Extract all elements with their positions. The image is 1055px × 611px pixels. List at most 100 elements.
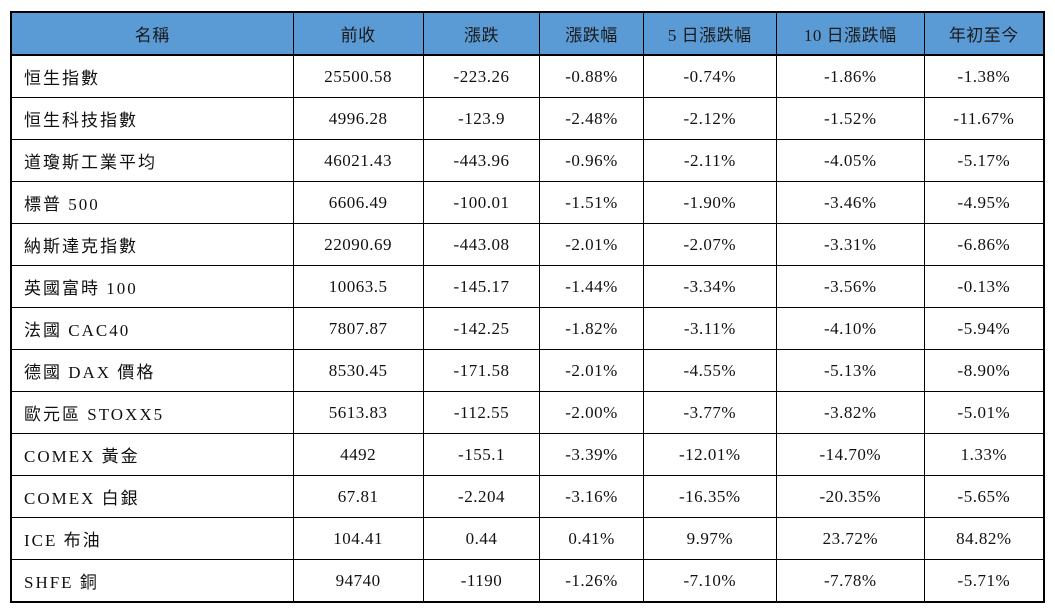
value-cell: -3.82% xyxy=(775,391,925,434)
table-row: 英國富時 100 10063.5 -145.17 -1.44% -3.34% -3.56%… xyxy=(10,265,1045,308)
value-cell: -16.35% xyxy=(642,475,777,518)
value-cell: -155.1 xyxy=(422,433,541,476)
column-header: 年初至今 xyxy=(923,11,1045,56)
value-cell: -1190 xyxy=(422,559,541,603)
column-header: 10 日漲跌幅 xyxy=(775,11,925,56)
value-cell: 84.82% xyxy=(923,517,1045,560)
value-cell: -0.88% xyxy=(539,54,644,98)
value-cell: -2.12% xyxy=(642,97,777,140)
value-cell: -11.67% xyxy=(923,97,1045,140)
value-cell: 0.44 xyxy=(422,517,541,560)
value-cell: 4996.28 xyxy=(292,97,424,140)
value-cell: -123.9 xyxy=(422,97,541,140)
value-cell: 10063.5 xyxy=(292,265,424,308)
value-cell: -2.11% xyxy=(642,139,777,182)
column-header: 漲跌幅 xyxy=(539,11,644,56)
instrument-name-cell: COMEX 白銀 xyxy=(10,475,294,518)
table-row: SHFE 銅 94740 -1190 -1.26% -7.10% -7.78% -5.71% xyxy=(10,559,1045,603)
column-header: 5 日漲跌幅 xyxy=(642,11,777,56)
table-row: 恒生指數 25500.58 -223.26 -0.88% -0.74% -1.86% -1.… xyxy=(10,54,1045,98)
value-cell: -2.00% xyxy=(539,391,644,434)
table-row: ICE 布油 104.41 0.44 0.41% 9.97% 23.72% 84.82% xyxy=(10,517,1045,560)
value-cell: -443.08 xyxy=(422,223,541,266)
instrument-name-cell: 英國富時 100 xyxy=(10,265,294,308)
value-cell: -2.01% xyxy=(539,349,644,392)
value-cell: -5.71% xyxy=(923,559,1045,603)
column-header: 名稱 xyxy=(10,11,294,56)
value-cell: -443.96 xyxy=(422,139,541,182)
value-cell: -0.96% xyxy=(539,139,644,182)
value-cell: -3.46% xyxy=(775,181,925,224)
header-row: 名稱 前收 漲跌 漲跌幅 5 日漲跌幅 10 日漲跌幅 年初至今 xyxy=(10,11,1045,56)
value-cell: -4.10% xyxy=(775,307,925,350)
value-cell: -7.78% xyxy=(775,559,925,603)
value-cell: 67.81 xyxy=(292,475,424,518)
value-cell: 8530.45 xyxy=(292,349,424,392)
table-row: COMEX 黃金 4492 -155.1 -3.39% -12.01% -14.70% 1.… xyxy=(10,433,1045,476)
table-row: 納斯達克指數 22090.69 -443.08 -2.01% -2.07% -3.31% -… xyxy=(10,223,1045,266)
value-cell: -100.01 xyxy=(422,181,541,224)
value-cell: 23.72% xyxy=(775,517,925,560)
table-row: 德國 DAX 價格 8530.45 -171.58 -2.01% -4.55% -5.13… xyxy=(10,349,1045,392)
table-row: 歐元區 STOXX5 5613.83 -112.55 -2.00% -3.77% -3.8… xyxy=(10,391,1045,434)
table-row: 標普 500 6606.49 -100.01 -1.51% -1.90% -3.46% -4… xyxy=(10,181,1045,224)
instrument-name-cell: ICE 布油 xyxy=(10,517,294,560)
value-cell: -5.13% xyxy=(775,349,925,392)
value-cell: -1.86% xyxy=(775,54,925,98)
value-cell: 104.41 xyxy=(292,517,424,560)
instrument-name-cell: SHFE 銅 xyxy=(10,559,294,603)
value-cell: -8.90% xyxy=(923,349,1045,392)
value-cell: 0.41% xyxy=(539,517,644,560)
value-cell: 94740 xyxy=(292,559,424,603)
value-cell: 1.33% xyxy=(923,433,1045,476)
value-cell: -3.34% xyxy=(642,265,777,308)
value-cell: -1.51% xyxy=(539,181,644,224)
value-cell: -5.17% xyxy=(923,139,1045,182)
value-cell: -3.77% xyxy=(642,391,777,434)
value-cell: -223.26 xyxy=(422,54,541,98)
value-cell: -7.10% xyxy=(642,559,777,603)
value-cell: -2.48% xyxy=(539,97,644,140)
value-cell: -12.01% xyxy=(642,433,777,476)
value-cell: -145.17 xyxy=(422,265,541,308)
value-cell: -1.90% xyxy=(642,181,777,224)
value-cell: -3.16% xyxy=(539,475,644,518)
value-cell: -5.65% xyxy=(923,475,1045,518)
value-cell: -4.95% xyxy=(923,181,1045,224)
column-header: 漲跌 xyxy=(422,11,541,56)
value-cell: -3.39% xyxy=(539,433,644,476)
value-cell: -1.82% xyxy=(539,307,644,350)
table-body: 恒生指數 25500.58 -223.26 -0.88% -0.74% -1.86% -1.… xyxy=(10,54,1045,603)
value-cell: -3.11% xyxy=(642,307,777,350)
instrument-name-cell: COMEX 黃金 xyxy=(10,433,294,476)
value-cell: -2.204 xyxy=(422,475,541,518)
value-cell: 4492 xyxy=(292,433,424,476)
value-cell: -0.13% xyxy=(923,265,1045,308)
value-cell: 25500.58 xyxy=(292,54,424,98)
instrument-name-cell: 德國 DAX 價格 xyxy=(10,349,294,392)
value-cell: -1.38% xyxy=(923,54,1045,98)
instrument-name-cell: 恒生指數 xyxy=(10,54,294,98)
value-cell: -2.01% xyxy=(539,223,644,266)
table-row: 道瓊斯工業平均 46021.43 -443.96 -0.96% -2.11% -4.05%… xyxy=(10,139,1045,182)
value-cell: -1.26% xyxy=(539,559,644,603)
instrument-name-cell: 標普 500 xyxy=(10,181,294,224)
value-cell: -1.44% xyxy=(539,265,644,308)
instrument-name-cell: 道瓊斯工業平均 xyxy=(10,139,294,182)
value-cell: -0.74% xyxy=(642,54,777,98)
value-cell: -4.05% xyxy=(775,139,925,182)
value-cell: -14.70% xyxy=(775,433,925,476)
value-cell: -3.56% xyxy=(775,265,925,308)
value-cell: -171.58 xyxy=(422,349,541,392)
instrument-name-cell: 法國 CAC40 xyxy=(10,307,294,350)
value-cell: -5.01% xyxy=(923,391,1045,434)
value-cell: 7807.87 xyxy=(292,307,424,350)
value-cell: 5613.83 xyxy=(292,391,424,434)
value-cell: -5.94% xyxy=(923,307,1045,350)
table-row: 恒生科技指數 4996.28 -123.9 -2.48% -2.12% -1.52% -11… xyxy=(10,97,1045,140)
value-cell: -1.52% xyxy=(775,97,925,140)
value-cell: 6606.49 xyxy=(292,181,424,224)
value-cell: 46021.43 xyxy=(292,139,424,182)
market-index-table: 名稱 前收 漲跌 漲跌幅 5 日漲跌幅 10 日漲跌幅 年初至今 恒生指數 25500.58-… xyxy=(10,11,1045,603)
